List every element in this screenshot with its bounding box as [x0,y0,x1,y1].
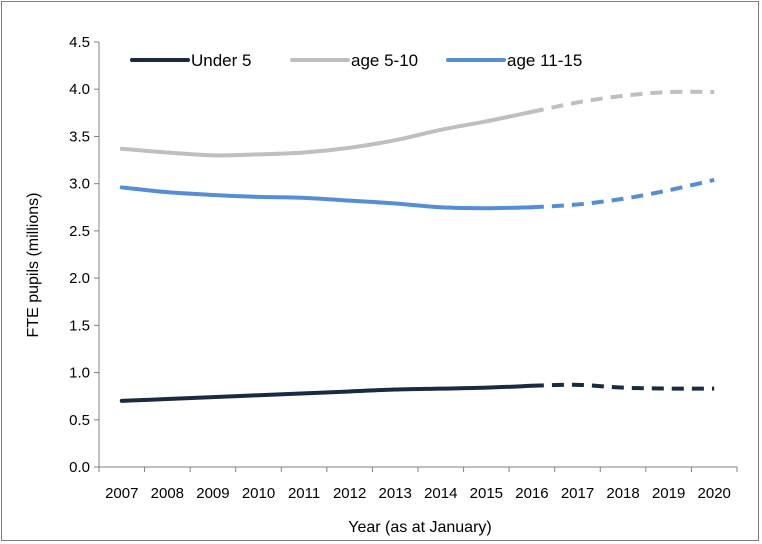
y-tick-label: 1.5 [69,317,90,334]
series-projection-line-1 [531,382,715,391]
x-tick-label: 2013 [379,485,412,502]
x-axis-ticks: 2007 2008 2009 2010 2011 2012 2013 2014 2015 2016… [98,467,738,502]
x-tick-label: 2018 [606,485,639,502]
x-tick-label: 2019 [652,485,685,502]
y-tick-label: 1.0 [69,365,90,382]
y-tick-label: 0.5 [69,412,90,429]
y-tick-label: 4.5 [69,34,90,51]
y-tick-label: 3.5 [69,128,90,145]
x-tick-label: 2014 [424,485,457,502]
y-axis-title: FTE pupils (millions) [25,193,42,338]
x-tick-label: 2017 [561,485,594,502]
x-tick-label: 2012 [333,485,366,502]
series-lines [119,89,715,403]
y-tick-label: 0.0 [69,459,90,476]
series-line-2 [119,109,534,158]
axes [98,42,737,468]
y-axis-ticks: 0.0 0.5 1.0 1.5 2.0 2.5 3.0 3.5 4.0 4.5 [69,34,99,476]
series-projection-line-2 [531,89,715,114]
legend: Under 5 age 5-10 age 11-15 [130,51,582,70]
x-tick-label: 2009 [196,485,229,502]
legend-label-1: Under 5 [191,51,251,70]
series-line-3 [119,185,534,211]
y-tick-label: 3.0 [69,176,90,193]
x-tick-label: 2020 [698,485,731,502]
x-tick-label: 2010 [242,485,275,502]
y-tick-label: 2.0 [69,270,90,287]
series-line-1 [119,383,534,403]
y-tick-label: 2.5 [69,223,90,240]
legend-label-2: age 5-10 [351,51,418,70]
x-tick-label: 2011 [288,485,320,502]
x-tick-label: 2007 [105,485,138,502]
y-tick-label: 4.0 [69,81,90,98]
x-tick-label: 2015 [470,485,503,502]
x-tick-label: 2008 [151,485,184,502]
series-projection-line-3 [531,177,715,210]
x-axis-title: Year (as at January) [348,519,491,536]
legend-label-3: age 11-15 [507,51,582,70]
x-tick-label: 2016 [515,485,548,502]
